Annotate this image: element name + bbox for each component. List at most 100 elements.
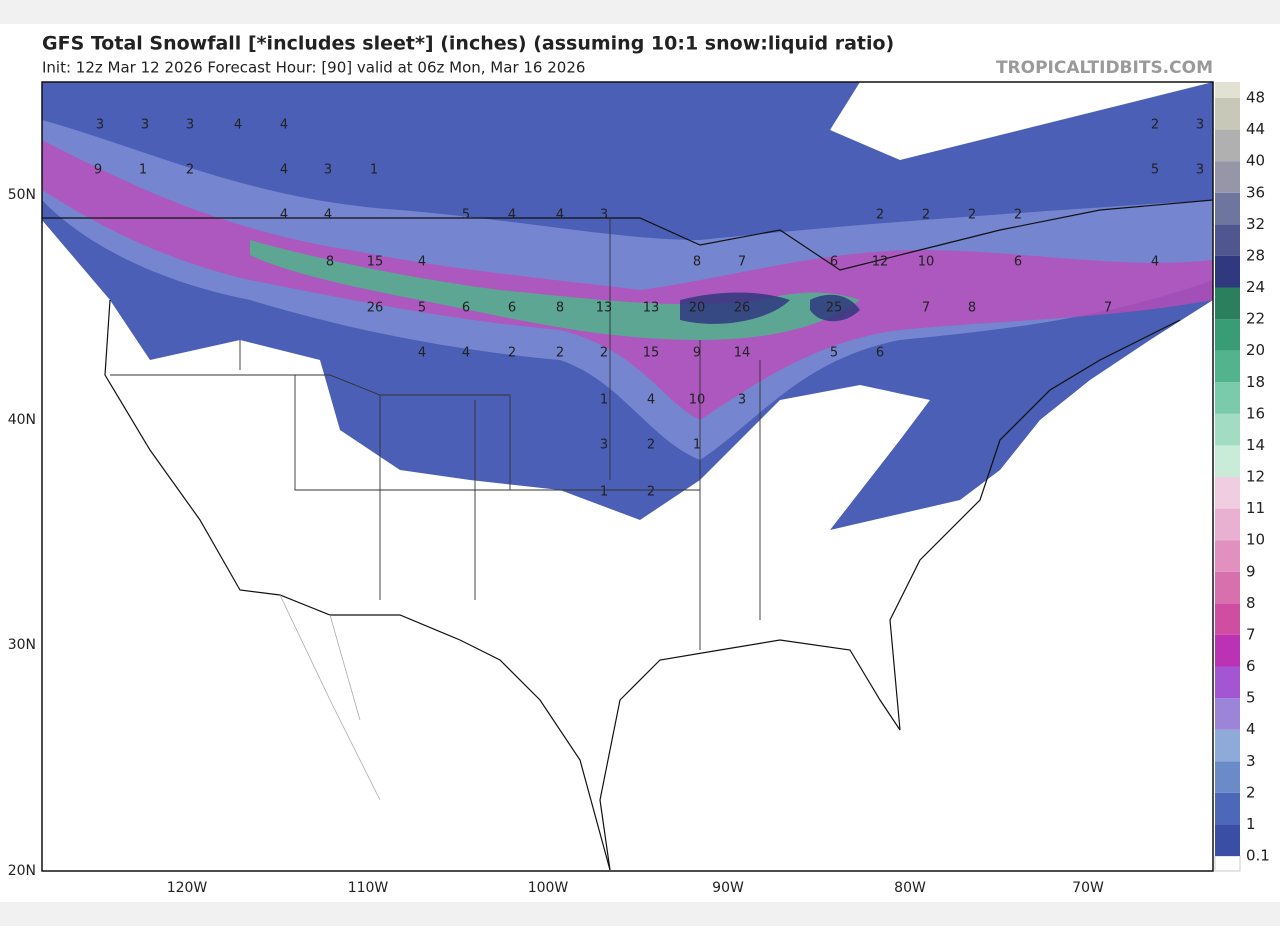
map-value-label: 6: [876, 346, 884, 361]
colorbar-label: 7: [1246, 625, 1256, 643]
lat-label: 30N: [8, 637, 36, 653]
colorbar-label: 32: [1246, 215, 1265, 233]
map-value-label: 8: [556, 301, 564, 316]
map-value-label: 3: [738, 393, 746, 408]
subtitle: Init: 12z Mar 12 2026 Forecast Hour: [90…: [42, 59, 585, 77]
map-value-label: 3: [186, 118, 194, 133]
map-value-label: 4: [324, 208, 332, 223]
colorbar-label: 8: [1246, 594, 1256, 612]
coast-line: [599, 319, 1181, 871]
map-value-label: 4: [280, 208, 288, 223]
map-value-label: 1: [600, 485, 608, 500]
colorbar-band: [1215, 761, 1240, 793]
colorbar-band: [1215, 445, 1240, 477]
map-value-label: 9: [693, 346, 701, 361]
colorbar-label: 10: [1246, 531, 1265, 549]
map-value-label: 9: [94, 163, 102, 178]
colorbar-band: [1215, 224, 1240, 256]
colorbar-band: [1215, 82, 1240, 98]
lon-label: 120W: [167, 880, 208, 896]
colorbar-band: [1215, 350, 1240, 383]
lon-label: 110W: [348, 880, 389, 896]
colorbar-label: 16: [1246, 404, 1265, 422]
map-value-label: 4: [462, 346, 470, 361]
map-value-label: 8: [968, 301, 976, 316]
colorbar-band: [1215, 792, 1240, 825]
map-value-label: 5: [830, 346, 838, 361]
map-value-label: 2: [600, 346, 608, 361]
border-line: [42, 199, 1214, 271]
map-value-label: 4: [418, 255, 426, 270]
map-value-label: 2: [508, 346, 516, 361]
colorbar-label: 2: [1246, 783, 1256, 801]
map-value-label: 6: [830, 255, 838, 270]
map-value-label: 5: [418, 301, 426, 316]
map-value-label: 3: [141, 118, 149, 133]
lon-label: 90W: [712, 880, 744, 896]
map-value-label: 3: [600, 208, 608, 223]
map-frame: [41, 81, 1214, 872]
colorbar-label: 14: [1246, 436, 1265, 454]
map-value-label: 7: [922, 301, 930, 316]
mexico-lines: [279, 594, 381, 801]
colorbar-band: [1215, 571, 1240, 604]
colorbar-band: [1215, 540, 1240, 572]
map-value-label: 25: [826, 301, 843, 316]
map-value-label: 4: [1151, 255, 1159, 270]
colorbar-band: [1215, 413, 1240, 446]
map-value-label: 2: [1151, 118, 1159, 133]
map-value-label: 12: [872, 255, 889, 270]
colorbar-band: [1215, 698, 1240, 730]
map-value-label: 2: [556, 346, 564, 361]
top-band: [0, 0, 1280, 24]
map-value-label: 4: [280, 163, 288, 178]
map-value-label: 1: [139, 163, 147, 178]
map-value-label: 13: [643, 301, 660, 316]
map-value-label: 3: [1196, 163, 1204, 178]
colorbar-label: 6: [1246, 657, 1256, 675]
bottom-band: [0, 902, 1280, 926]
colorbar-label: 40: [1246, 152, 1265, 170]
colorbar-band: [1215, 729, 1240, 762]
colorbar-band: [1215, 129, 1240, 162]
colorbar-label: 28: [1246, 246, 1265, 264]
map-value-label: 4: [556, 208, 564, 223]
colorbar-band: [1215, 824, 1240, 856]
map-value-label: 3: [324, 163, 332, 178]
colorbar-label: 0.1: [1246, 847, 1270, 865]
colorbar-band: [1215, 634, 1240, 667]
map-value-label: 8: [693, 255, 701, 270]
map-value-label: 2: [876, 208, 884, 223]
colorbar-band: [1215, 508, 1240, 541]
colorbar-band: [1215, 255, 1240, 288]
map-value-label: 20: [689, 301, 706, 316]
map-value-label: 14: [734, 346, 751, 361]
lat-label: 40N: [8, 412, 36, 428]
map-value-label: 5: [1151, 163, 1159, 178]
map-value-label: 2: [186, 163, 194, 178]
colorbar-label: 44: [1246, 120, 1265, 138]
map-value-label: 6: [1014, 255, 1022, 270]
map-value-label: 4: [508, 208, 516, 223]
colorbar-label: 9: [1246, 562, 1256, 580]
map-value-label: 2: [922, 208, 930, 223]
lon-label: 70W: [1072, 880, 1104, 896]
map-value-label: 4: [234, 118, 242, 133]
colorbar-label: 24: [1246, 278, 1265, 296]
map-value-label: 3: [96, 118, 104, 133]
state-lines: [110, 218, 761, 650]
site-name: TROPICALTIDBITS.COM: [996, 58, 1213, 78]
colorbar-label: 36: [1246, 183, 1265, 201]
map-value-label: 2: [647, 438, 655, 453]
map-value-label: 1: [370, 163, 378, 178]
map-value-label: 7: [738, 255, 746, 270]
colorbar-label: 20: [1246, 341, 1265, 359]
map-value-label: 6: [508, 301, 516, 316]
snow-band-heavy: [42, 140, 1213, 420]
colorbar-band: [1215, 98, 1240, 130]
map-value-label: 4: [647, 393, 655, 408]
map-value-label: 7: [1104, 301, 1112, 316]
colorbar-band: [1215, 477, 1240, 509]
colorbar-label: 48: [1246, 89, 1265, 107]
